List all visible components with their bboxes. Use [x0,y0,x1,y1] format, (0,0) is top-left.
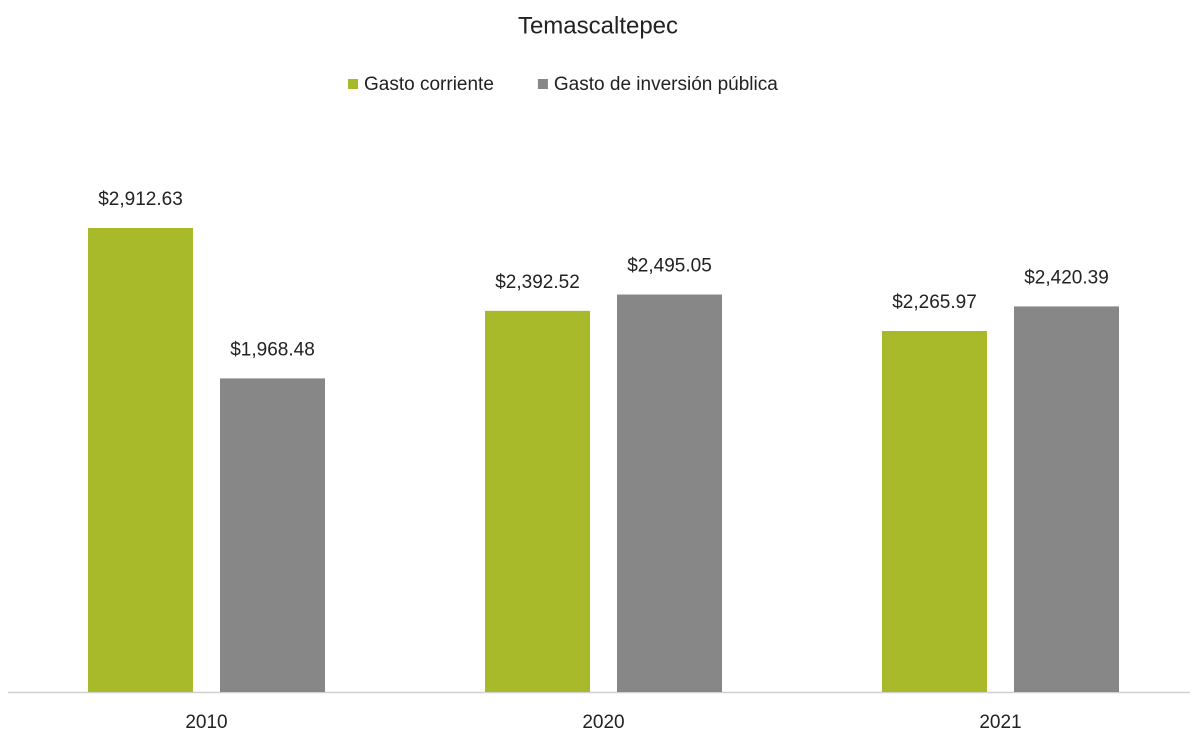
data-label: $2,392.52 [495,272,580,293]
bar [485,310,590,692]
legend-label: Gasto corriente [364,74,494,95]
data-label: $2,912.63 [98,189,183,210]
legend-label: Gasto de inversión pública [554,74,778,95]
data-label: $2,495.05 [627,256,712,277]
legend-swatch [537,79,548,89]
bar [88,228,193,692]
chart-title: Temascaltepec [518,12,678,39]
bar [617,294,722,692]
data-label: $1,968.48 [230,339,315,360]
x-tick-label: 2021 [979,712,1021,733]
x-tick-label: 2020 [582,712,624,733]
bar [220,378,325,692]
x-tick-label: 2010 [185,712,227,733]
data-label: $2,420.39 [1024,267,1109,288]
bar [882,331,987,692]
bar [1014,306,1119,692]
data-label: $2,265.97 [892,292,977,313]
legend-swatch [348,79,358,89]
